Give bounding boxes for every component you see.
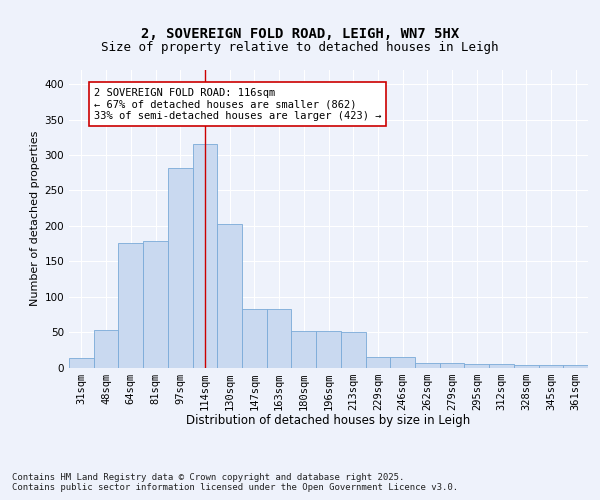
Bar bbox=[193, 144, 217, 368]
Bar bbox=[563, 366, 588, 368]
Bar bbox=[217, 224, 242, 368]
Bar bbox=[365, 357, 390, 368]
Bar bbox=[316, 330, 341, 368]
Text: 2, SOVEREIGN FOLD ROAD, LEIGH, WN7 5HX: 2, SOVEREIGN FOLD ROAD, LEIGH, WN7 5HX bbox=[141, 28, 459, 42]
X-axis label: Distribution of detached houses by size in Leigh: Distribution of detached houses by size … bbox=[187, 414, 470, 427]
Bar bbox=[118, 243, 143, 368]
Bar bbox=[464, 364, 489, 368]
Bar bbox=[489, 364, 514, 368]
Bar bbox=[292, 330, 316, 368]
Text: Size of property relative to detached houses in Leigh: Size of property relative to detached ho… bbox=[101, 41, 499, 54]
Bar bbox=[242, 308, 267, 368]
Bar bbox=[514, 366, 539, 368]
Bar bbox=[267, 308, 292, 368]
Bar bbox=[168, 168, 193, 368]
Text: Contains HM Land Registry data © Crown copyright and database right 2025.
Contai: Contains HM Land Registry data © Crown c… bbox=[12, 472, 458, 492]
Bar bbox=[143, 242, 168, 368]
Bar bbox=[390, 357, 415, 368]
Bar bbox=[440, 362, 464, 368]
Bar bbox=[341, 332, 365, 368]
Bar bbox=[415, 362, 440, 368]
Bar bbox=[539, 366, 563, 368]
Text: 2 SOVEREIGN FOLD ROAD: 116sqm
← 67% of detached houses are smaller (862)
33% of : 2 SOVEREIGN FOLD ROAD: 116sqm ← 67% of d… bbox=[94, 88, 381, 121]
Bar bbox=[69, 358, 94, 368]
Bar bbox=[94, 330, 118, 368]
Y-axis label: Number of detached properties: Number of detached properties bbox=[30, 131, 40, 306]
